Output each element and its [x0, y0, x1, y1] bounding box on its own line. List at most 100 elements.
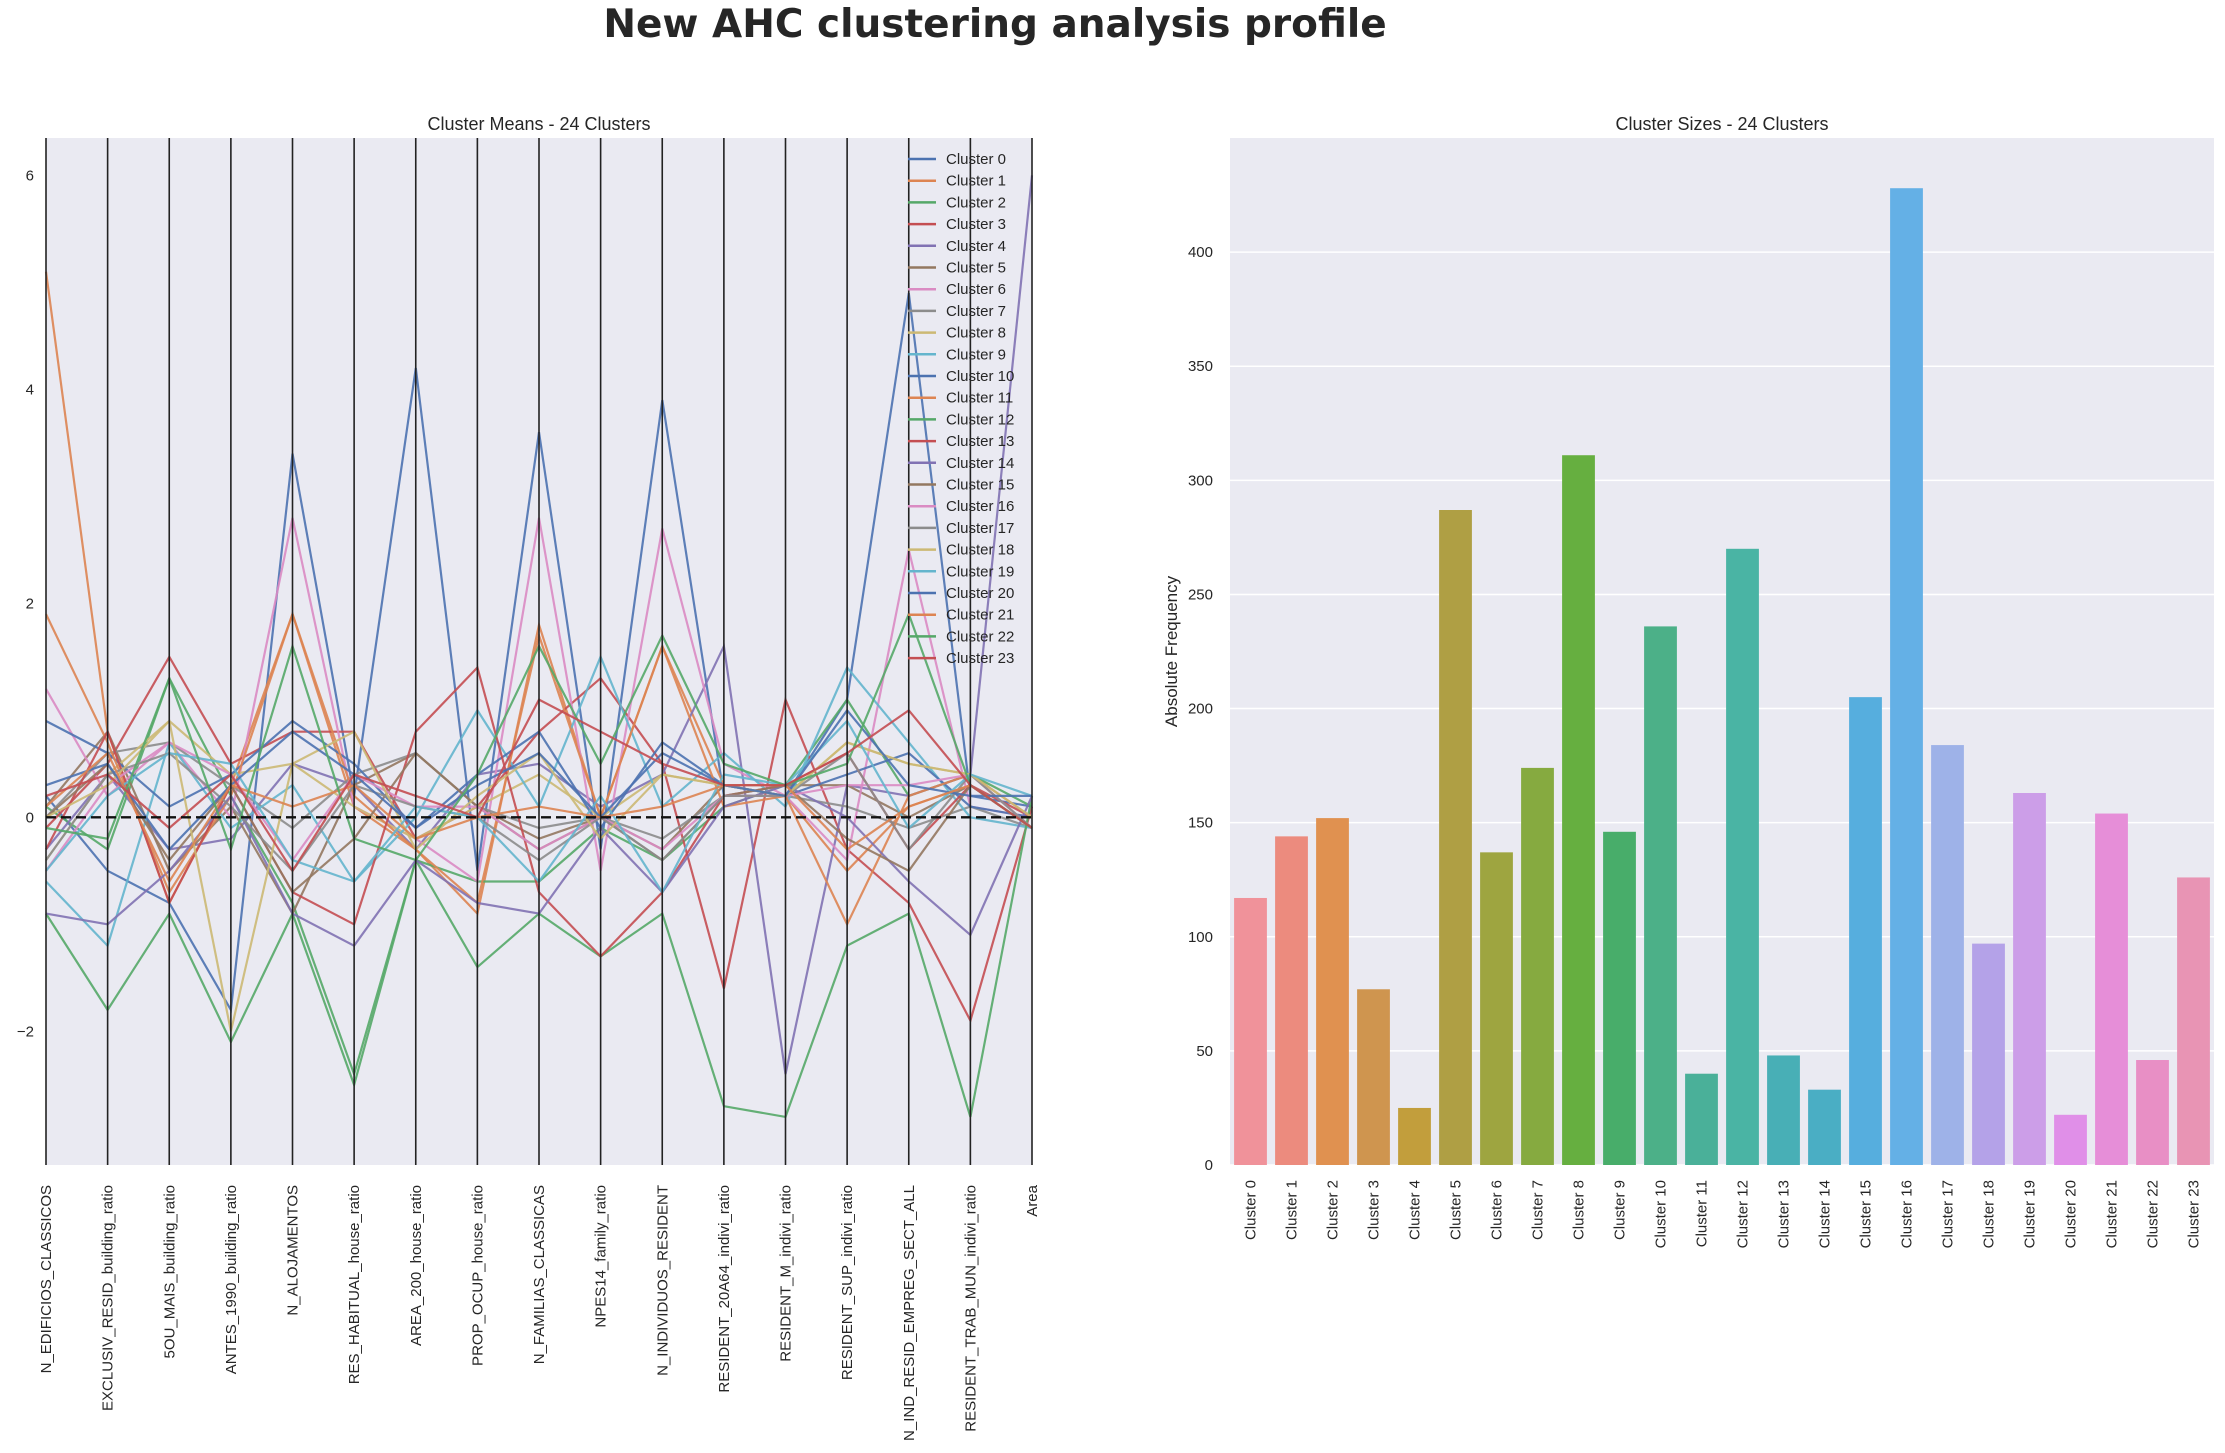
- bar-cluster-4: [1398, 1107, 1431, 1165]
- legend-label: Cluster 3: [946, 216, 1006, 233]
- legend-label: Cluster 18: [946, 542, 1014, 559]
- legend-label: Cluster 11: [946, 390, 1013, 407]
- sizes-ytick-label: 150: [1188, 815, 1213, 832]
- bar-category-label: Cluster 23: [2186, 1180, 2203, 1248]
- bar-cluster-8: [1562, 455, 1595, 1165]
- axis-label-5: RES_HABITUAL_house_ratio: [346, 1185, 363, 1384]
- legend-label: Cluster 17: [946, 520, 1014, 537]
- bar-category-label: Cluster 14: [1817, 1180, 1834, 1248]
- sizes-ytick-label: 400: [1188, 244, 1213, 261]
- sizes-ytick-label: 250: [1188, 586, 1213, 603]
- legend-label: Cluster 1: [946, 173, 1006, 190]
- bar-cluster-7: [1521, 767, 1554, 1165]
- sizes-ytick-label: 0: [1205, 1157, 1213, 1174]
- sizes-title: Cluster Sizes - 24 Clusters: [1615, 114, 1828, 134]
- sizes-ytick-label: 100: [1188, 929, 1213, 946]
- means-title: Cluster Means - 24 Clusters: [427, 114, 650, 134]
- axis-label-0: N_EDIFICIOS_CLASSICOS: [38, 1185, 55, 1373]
- bar-cluster-21: [2095, 813, 2128, 1165]
- bar-category-label: Cluster 1: [1284, 1180, 1301, 1240]
- legend-label: Cluster 19: [946, 563, 1014, 580]
- legend-label: Cluster 5: [946, 260, 1006, 277]
- bar-cluster-2: [1316, 818, 1349, 1165]
- means-ytick-label: −2: [17, 1023, 34, 1040]
- bar-category-label: Cluster 7: [1530, 1180, 1547, 1240]
- bar-category-label: Cluster 20: [2063, 1180, 2080, 1248]
- legend-label: Cluster 12: [946, 411, 1014, 428]
- bar-cluster-15: [1849, 697, 1882, 1165]
- bar-cluster-3: [1357, 989, 1390, 1165]
- legend-label: Cluster 23: [946, 650, 1014, 667]
- legend-label: Cluster 16: [946, 498, 1014, 515]
- bar-cluster-23: [2177, 877, 2210, 1165]
- sizes-ytick-label: 200: [1188, 701, 1213, 718]
- axis-label-1: EXCLUSIV_RESID_building_ratio: [100, 1185, 117, 1411]
- means-ytick-label: 0: [26, 809, 34, 826]
- legend-label: Cluster 14: [946, 455, 1014, 472]
- legend-label: Cluster 0: [946, 151, 1006, 168]
- bar-cluster-22: [2136, 1060, 2169, 1165]
- axis-label-12: RESIDENT_M_indivi_ratio: [778, 1185, 795, 1362]
- bar-cluster-5: [1439, 510, 1472, 1166]
- axis-label-8: N_FAMILIAS_CLASSICAS: [531, 1185, 548, 1364]
- bar-category-label: Cluster 9: [1612, 1180, 1629, 1240]
- axis-label-10: N_INDIVIDUOS_RESIDENT: [654, 1185, 671, 1376]
- bar-category-label: Cluster 8: [1571, 1180, 1588, 1240]
- bar-category-label: Cluster 2: [1325, 1180, 1342, 1240]
- legend-label: Cluster 13: [946, 433, 1014, 450]
- bar-cluster-13: [1767, 1055, 1800, 1165]
- legend-label: Cluster 2: [946, 194, 1006, 211]
- bar-cluster-12: [1726, 548, 1759, 1165]
- legend-label: Cluster 8: [946, 325, 1006, 342]
- bar-category-label: Cluster 15: [1858, 1180, 1875, 1248]
- axis-label-15: RESIDENT_TRAB_MUN_indivi_ratio: [962, 1185, 979, 1432]
- axis-label-4: N_ALOJAMENTOS: [285, 1185, 302, 1316]
- axis-label-11: RESIDENT_20A64_indivi_ratio: [716, 1185, 733, 1393]
- sizes-plot-area: [1230, 138, 2214, 1165]
- axis-label-3: ANTES_1990_building_ratio: [223, 1185, 240, 1374]
- bar-category-label: Cluster 19: [2022, 1180, 2039, 1248]
- sizes-ylabel: Absolute Frequency: [1162, 575, 1181, 727]
- legend-label: Cluster 7: [946, 303, 1006, 320]
- bar-cluster-17: [1931, 745, 1964, 1165]
- sizes-ytick-label: 350: [1188, 358, 1213, 375]
- bar-cluster-11: [1685, 1073, 1718, 1165]
- bar-category-label: Cluster 6: [1489, 1180, 1506, 1240]
- bar-category-label: Cluster 18: [1981, 1180, 1998, 1248]
- bar-cluster-1: [1275, 836, 1308, 1165]
- legend-label: Cluster 10: [946, 368, 1014, 385]
- bar-cluster-10: [1644, 626, 1677, 1165]
- bar-cluster-19: [2013, 792, 2046, 1165]
- bar-category-label: Cluster 4: [1407, 1180, 1424, 1240]
- bar-category-label: Cluster 5: [1448, 1180, 1465, 1240]
- bar-cluster-6: [1480, 852, 1513, 1165]
- legend-label: Cluster 20: [946, 585, 1014, 602]
- bar-category-label: Cluster 11: [1694, 1180, 1711, 1247]
- bar-category-label: Cluster 0: [1243, 1180, 1260, 1240]
- axis-label-7: PROP_OCUP_house_ratio: [469, 1185, 486, 1366]
- bar-cluster-0: [1234, 897, 1267, 1165]
- bar-category-label: Cluster 21: [2104, 1180, 2121, 1248]
- bar-category-label: Cluster 12: [1735, 1180, 1752, 1248]
- legend-label: Cluster 4: [946, 238, 1006, 255]
- legend-label: Cluster 22: [946, 628, 1014, 645]
- axis-label-2: 5OU_MAIS_building_ratio: [161, 1185, 178, 1358]
- legend-label: Cluster 9: [946, 346, 1006, 363]
- bar-cluster-20: [2054, 1114, 2087, 1165]
- bar-cluster-14: [1808, 1089, 1841, 1165]
- legend-label: Cluster 21: [946, 607, 1014, 624]
- bar-cluster-18: [1972, 943, 2005, 1165]
- bar-category-label: Cluster 17: [1940, 1180, 1957, 1248]
- means-ytick-label: 2: [26, 595, 34, 612]
- sizes-ytick-label: 300: [1188, 472, 1213, 489]
- cluster-means-panel: −2 0 2 4 6 N_EDIFICIOS_CLASSICOS EXCLUSIV_RESI…: [17, 114, 1041, 1441]
- means-ytick-label: 4: [26, 381, 34, 398]
- bar-category-label: Cluster 22: [2145, 1180, 2162, 1248]
- axis-label-16: Area: [1024, 1184, 1041, 1216]
- means-ytick-label: 6: [26, 167, 34, 184]
- cluster-sizes-panel: 0 50 100 150 200 250 300 350 400 Cluster 0 Cluster…: [1162, 114, 2214, 1248]
- legend-label: Cluster 6: [946, 281, 1006, 298]
- sizes-ytick-label: 50: [1196, 1043, 1213, 1060]
- legend-label: Cluster 15: [946, 477, 1014, 494]
- bar-category-label: Cluster 16: [1899, 1180, 1916, 1248]
